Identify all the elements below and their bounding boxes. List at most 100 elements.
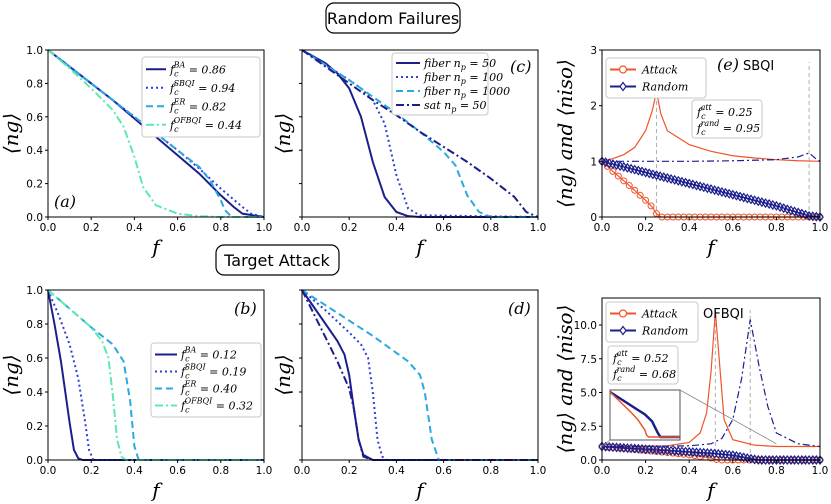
legend-box — [605, 301, 699, 343]
x-tick-label: 0.4 — [126, 465, 143, 477]
series-line-0 — [47, 289, 264, 461]
x-axis-label: f — [150, 478, 163, 502]
y-tick-label: 0.0 — [26, 212, 43, 224]
y-tick-label: 1.0 — [26, 285, 43, 297]
y-axis-label: ⟨ng⟩ and ⟨niso⟩ — [553, 305, 577, 454]
series-line-1 — [47, 289, 264, 461]
x-tick-label: 0.6 — [435, 222, 452, 234]
x-tick-label: 0.4 — [681, 465, 698, 477]
section-header-random-failures: Random Failures — [325, 2, 461, 34]
y-tick-label: 2.5 — [580, 421, 597, 433]
legend: Attack Random — [605, 301, 699, 343]
y-tick-label: 0.8 — [26, 319, 43, 331]
series-line-2 — [301, 49, 538, 218]
y-tick-label: 0.4 — [26, 145, 43, 157]
data-point — [647, 202, 655, 210]
legend-marker — [619, 81, 627, 92]
legend-label: fiber np = 100 — [423, 71, 503, 86]
panel-title: OFBQI — [703, 307, 744, 322]
panel-d: 0.0 0.2 0.4 0.6 0.8 1.0 f ⟨ng⟩ (d) — [271, 289, 547, 502]
y-axis-label: ⟨ng⟩ — [0, 113, 23, 154]
legend-marker — [618, 65, 628, 74]
data-point — [631, 186, 639, 194]
y-tick-label: 1 — [590, 156, 597, 168]
plot-frame — [301, 49, 539, 218]
legend-label: fiber np = 50 — [423, 57, 496, 72]
panel-label: (a) — [54, 192, 76, 211]
x-tick-label: 0.2 — [637, 465, 654, 477]
x-tick-label: 0.6 — [435, 465, 452, 477]
x-tick-label: 0.2 — [341, 465, 358, 477]
x-axis-label: f — [414, 235, 427, 259]
y-axis-label: ⟨ng⟩ — [0, 354, 23, 395]
inset-attack-curve — [609, 391, 680, 438]
inset-connector — [679, 389, 777, 445]
plot-frame — [601, 49, 821, 218]
legend-label: fcER = 0.40 — [180, 380, 237, 398]
section-title-random-failures: Random Failures — [327, 9, 459, 28]
annotation-text: fcrand = 0.68 — [612, 365, 676, 383]
x-tick-label: 1.0 — [256, 465, 273, 477]
series-niso-1 — [602, 319, 821, 448]
legend-label: Random — [641, 325, 688, 338]
data-point — [625, 182, 633, 190]
section-header-box — [325, 2, 461, 34]
x-tick-label: 0.2 — [83, 222, 100, 234]
y-tick-label: 0.0 — [580, 455, 597, 467]
panel-a: 0.0 0.2 0.4 0.6 0.8 1.0 0.0 0.2 0.4 0.6 0.8 1.0 f ⟨ng… — [0, 45, 272, 259]
plot-frame — [301, 289, 539, 461]
series-line-3 — [47, 49, 264, 218]
x-tick-label: 0.0 — [294, 465, 311, 477]
series-line-1 — [301, 49, 539, 218]
y-tick-label: 0 — [590, 212, 597, 224]
y-tick-label: 2 — [590, 101, 597, 113]
data-point — [636, 191, 644, 199]
panels: 0.0 0.2 0.4 0.6 0.8 1.0 0.0 0.2 0.4 0.6 0.8 1.0 f ⟨ng… — [0, 45, 828, 502]
x-tick-label: 0.0 — [40, 465, 57, 477]
x-tick-label: 0.0 — [594, 465, 611, 477]
legend: Attack Random — [605, 57, 707, 99]
plot-frame — [47, 49, 265, 218]
x-tick-label: 0.6 — [169, 222, 186, 234]
plot-frame — [47, 289, 265, 461]
legend-label: fcER = 0.82 — [169, 97, 226, 115]
panel-f: 0.0 0.2 0.4 0.6 0.8 1.0 0.0 2.5 5.0 7.5 10.0 f ⟨ng⟩ … — [553, 297, 828, 502]
inset-connector — [601, 439, 611, 447]
annotation-text: fcrand = 0.95 — [696, 119, 760, 137]
legend-label: fcBA = 0.86 — [169, 60, 226, 78]
y-tick-label: 3 — [590, 45, 597, 57]
legend-box — [141, 56, 261, 138]
legend-label: Attack — [641, 64, 678, 77]
x-tick-label: 0.8 — [768, 222, 785, 234]
x-tick-label: 0.2 — [341, 222, 358, 234]
annotation-box — [691, 99, 763, 139]
panel-label: (b) — [234, 299, 257, 318]
annotation-text: fcatt = 0.52 — [612, 349, 668, 367]
x-tick-label: 1.0 — [530, 465, 547, 477]
x-tick-label: 0.8 — [768, 465, 785, 477]
y-tick-label: 0.6 — [26, 112, 43, 124]
data-point — [816, 455, 824, 465]
y-tick-label: 0.6 — [26, 353, 43, 365]
panel-label: (c) — [510, 57, 531, 76]
series-niso-0 — [601, 91, 821, 162]
legend-label: Random — [641, 81, 688, 94]
x-tick-label: 0.6 — [724, 465, 741, 477]
legend-label: fcOFBQI = 0.44 — [169, 116, 242, 134]
x-tick-label: 0.0 — [294, 222, 311, 234]
y-axis-label: ⟨ng⟩ and ⟨niso⟩ — [553, 59, 577, 208]
panel-e: 0.0 0.2 0.4 0.6 0.8 1.0 0 1 2 3 f ⟨ng⟩ and ⟨niso⟩ (e… — [553, 45, 828, 259]
legend-label: Attack — [641, 308, 678, 321]
legend-label: fiber np = 1000 — [423, 85, 510, 100]
legend-label: fcOFBQI = 0.32 — [180, 397, 253, 415]
section-title-target-attack: Target Attack — [223, 251, 330, 270]
x-tick-label: 0.2 — [83, 465, 100, 477]
y-tick-label: 0.8 — [26, 78, 43, 90]
x-tick-label: 0.8 — [482, 465, 499, 477]
x-axis-label: f — [414, 478, 427, 502]
